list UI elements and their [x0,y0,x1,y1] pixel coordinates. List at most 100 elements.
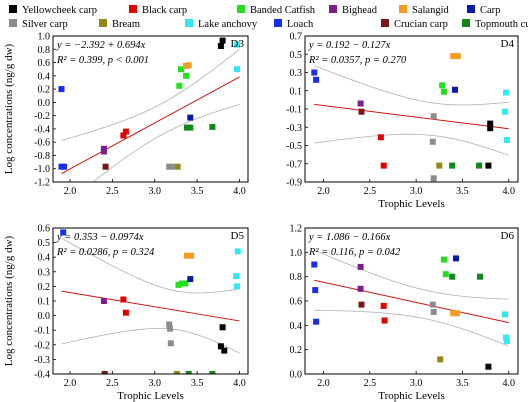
y-tick-label: 1.0 [38,32,51,43]
x-tick-label: 2.0 [64,378,77,389]
regression-line [314,279,509,324]
y-axis-label: Log concentrations (ng/g dw) [3,235,15,366]
data-point [120,132,127,139]
y-tick-label: 0.1 [38,297,51,308]
data-point [183,72,190,79]
y-tick-label: 0.5 [38,238,51,249]
data-point [311,261,318,268]
y-tick-label: 0.0 [38,98,51,109]
panel-label: D4 [501,38,515,50]
x-tick-label: 4.0 [502,186,515,197]
y-tick-label: 1.2 [290,224,303,235]
data-point [440,256,447,263]
data-point [166,321,173,328]
data-point [187,114,194,121]
y-tick-label: -0.1 [286,105,302,116]
legend-swatch [9,5,17,13]
y-tick-label: -0.3 [34,355,50,366]
regression-line [61,290,240,322]
data-point [485,162,492,169]
y-tick-label: 0.6 [38,58,51,69]
x-tick-label: 2.5 [106,186,119,197]
legend-swatch [329,5,337,13]
data-point [167,325,173,332]
ci-lower-curve [92,103,240,182]
y-tick-label: -1.0 [34,164,50,175]
data-point [485,363,492,370]
data-point [122,309,129,316]
ci-lower-curve [61,327,240,354]
y-tick-label: 0.4 [38,71,51,82]
x-tick-label: 3.5 [191,186,204,197]
legend-label: Silver carp [22,19,68,30]
data-point [233,273,240,280]
data-point [185,371,192,374]
legend-swatch [237,5,245,13]
panel-label: D3 [231,38,245,50]
data-point [101,371,108,374]
data-point [176,82,183,89]
legend-label: Lake anchovy [198,19,258,30]
x-tick-label: 3.5 [456,378,469,389]
data-point [449,273,456,280]
panel-d3: -1.2 -1.0 -0.8 -0.6 -0.4 -0.2 0.0 0.2 0.4 0.6 0.8 1… [3,32,249,197]
y-tick-label: 0.4 [290,321,303,332]
data-point [219,37,226,44]
data-point [187,276,194,283]
data-point [452,86,458,93]
y-tick-label: -0.1 [34,326,50,337]
x-axis-label: Trophic Levels [378,198,445,210]
y-tick-label: -0.7 [286,159,302,170]
data-point [178,280,185,287]
legend-label: Crucian carp [394,19,448,30]
ci-lower-curve [314,133,509,156]
data-point [503,338,510,345]
y-tick-label: 0.4 [38,253,51,264]
data-point [357,100,364,107]
data-point [167,340,174,347]
y-tick-label: 0.2 [290,345,303,356]
x-tick-label: 2.0 [64,186,77,197]
ci-upper-curve [314,249,509,300]
data-point [449,162,456,169]
y-tick-label: -0.2 [34,340,50,351]
legend-swatch [462,19,470,27]
data-point [381,317,388,324]
data-point [184,252,190,259]
y-tick-label: -0.6 [34,138,50,149]
x-tick-label: 3.5 [191,378,204,389]
y-tick-label: -0.4 [34,124,50,135]
data-point [234,248,241,255]
legend-label: Bighead [342,5,378,16]
legend-label: Salangid [412,5,449,16]
y-tick-label: -0.9 [286,178,302,189]
data-point [436,162,443,169]
regression-stats: R² = 0.116, p = 0.042 [308,247,401,258]
y-tick-label: -0.8 [34,151,50,162]
data-point [221,347,228,354]
regression-equation: y = 1.086 − 0.166x [308,232,391,243]
data-point [175,281,182,288]
data-point [219,324,226,331]
x-axis-label: Trophic Levels [117,390,184,402]
data-point [503,334,509,341]
y-tick-label: 0.0 [290,370,303,381]
data-point [173,371,180,374]
regression-line [314,103,509,130]
legend-swatch [129,5,137,13]
regression-stats: R² = 0.0286, p = 0.324 [56,247,155,258]
regression-equation: y = 0.192 − 0.127x [308,40,391,51]
x-tick-label: 3.0 [148,186,161,197]
data-point [313,76,320,83]
data-point [429,301,436,308]
data-point [430,175,437,182]
y-tick-label: 0.3 [290,68,303,79]
data-point [185,62,192,69]
y-axis-label: Log concentrations (ng/g dw) [3,43,15,174]
x-tick-label: 4.0 [502,378,515,389]
ci-upper-curve [61,237,240,294]
data-point [357,285,364,292]
legend-swatch [274,19,282,27]
data-point [380,162,387,169]
